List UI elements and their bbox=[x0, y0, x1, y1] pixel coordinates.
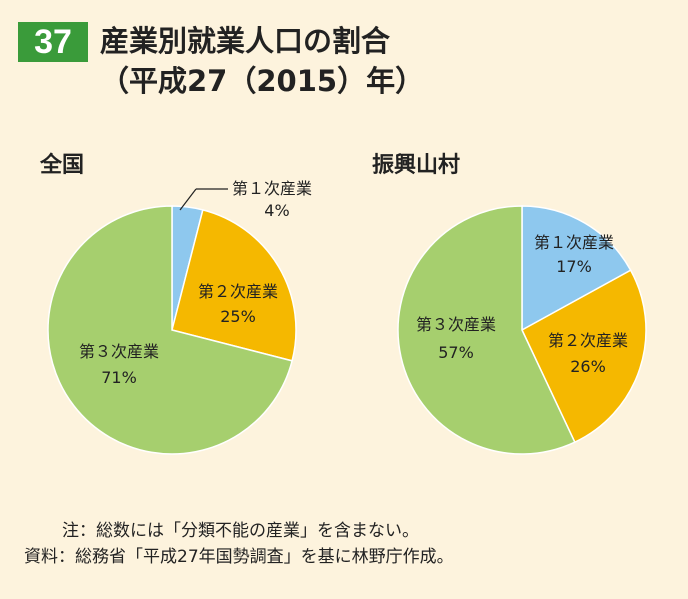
slice-label-national-tertiary: 第３次産業 bbox=[79, 342, 159, 361]
pie-title-national: 全国 bbox=[39, 152, 84, 178]
chart-subtitle: （平成27（2015）年） bbox=[100, 64, 425, 98]
chart-title: 産業別就業人口の割合 bbox=[100, 24, 391, 58]
pie-slice-national-tertiary bbox=[47, 205, 294, 455]
pie-chart-mountain-villages: 振興山村 第１次産業 17% 第２次産業 26% 第３次産業 57% bbox=[372, 153, 647, 455]
slice-value-mountain-tertiary: 57% bbox=[438, 343, 474, 362]
source-note: 資料：総務省「平成27年国勢調査」を基に林野庁作成。 bbox=[24, 547, 454, 567]
slice-value-national-tertiary: 71% bbox=[101, 368, 137, 387]
footnote: 注：総数には「分類不能の産業」を含まない。 bbox=[62, 521, 419, 541]
slice-label-mountain-secondary: 第２次産業 bbox=[548, 331, 628, 350]
figure-number-badge: 37 bbox=[18, 22, 88, 62]
pie-slice-mountain-tertiary bbox=[397, 205, 576, 455]
slice-label-national-primary: 第１次産業 bbox=[232, 179, 312, 198]
pie-slice-national-secondary bbox=[171, 208, 297, 362]
slice-value-mountain-primary: 17% bbox=[556, 257, 592, 276]
pie-chart-national: 全国 第１次産業 4% 第２次産業 25% 第３次産業 71% bbox=[39, 152, 312, 455]
slice-label-mountain-primary: 第１次産業 bbox=[534, 233, 614, 252]
slice-value-mountain-secondary: 26% bbox=[570, 357, 606, 376]
slice-label-national-secondary: 第２次産業 bbox=[198, 282, 278, 301]
pie-slices-national bbox=[47, 205, 297, 455]
pie-slice-mountain-secondary bbox=[521, 269, 647, 444]
pie-title-mountain-villages: 振興山村 bbox=[372, 153, 460, 178]
slice-label-mountain-tertiary: 第３次産業 bbox=[416, 315, 496, 334]
pie-slices-mountain-villages bbox=[397, 205, 647, 455]
slice-value-national-secondary: 25% bbox=[220, 307, 256, 326]
leader-line-primary bbox=[179, 188, 197, 211]
pie-slice-mountain-primary bbox=[521, 205, 632, 332]
slice-value-national-primary: 4% bbox=[264, 201, 289, 220]
